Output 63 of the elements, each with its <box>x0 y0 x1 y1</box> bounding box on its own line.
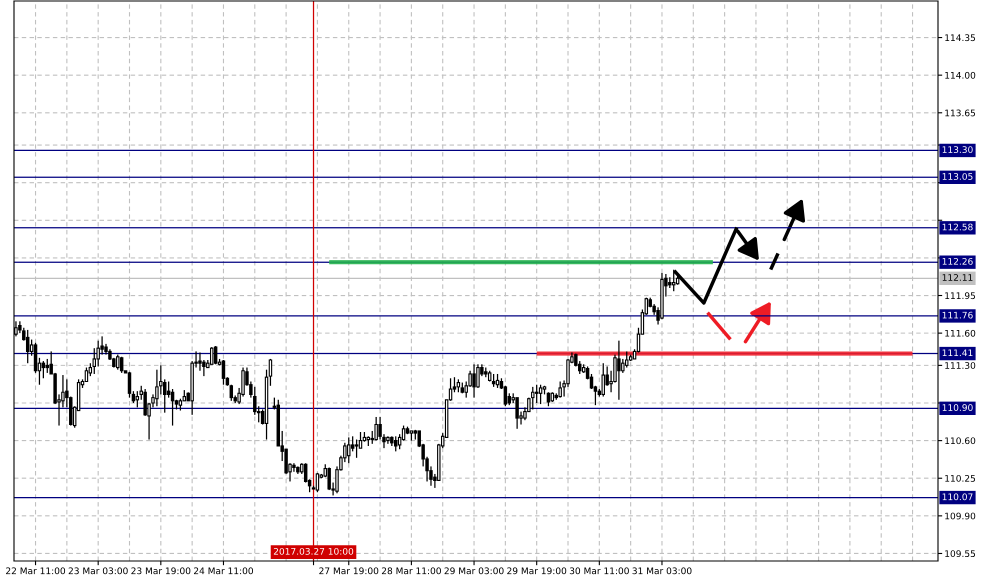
y-tick-label: 109.55 <box>945 550 976 558</box>
candlestick <box>120 356 124 374</box>
candlestick <box>155 369 159 407</box>
candlestick <box>534 384 538 404</box>
candlestick <box>214 345 218 365</box>
ref-line-label: 110.07 <box>942 493 973 500</box>
candlestick <box>46 358 50 374</box>
y-tick-label: 111.95 <box>945 292 976 300</box>
candlestick <box>492 373 496 388</box>
y-tick-label: 111.30 <box>945 362 976 369</box>
ref-line-label: 113.05 <box>942 173 972 180</box>
candlestick <box>496 373 500 389</box>
candlestick <box>550 392 554 403</box>
candlestick <box>222 359 226 386</box>
x-tick-label: 22 Mar 11:00 <box>6 567 66 574</box>
y-tick-label: 110.60 <box>945 437 976 444</box>
y-tick-label: 114.00 <box>945 72 976 79</box>
x-tick-label: 24 Mar 11:00 <box>194 567 254 574</box>
candlestick <box>374 416 378 442</box>
ref-line-label: 112.11 <box>942 274 972 281</box>
y-tick-label: 111.60 <box>945 330 976 337</box>
y-tick-label: 113.65 <box>945 110 976 116</box>
candlestick <box>602 362 605 398</box>
candlestick <box>104 343 108 356</box>
ref-line-label: 111.76 <box>942 312 973 319</box>
candlestick <box>472 364 476 398</box>
candlestick <box>210 346 214 365</box>
y-tick-label: 109.90 <box>945 512 976 520</box>
candlestick <box>178 398 182 412</box>
ref-line-label: 112.58 <box>942 224 973 230</box>
x-tick-label: 28 Mar 11:00 <box>382 567 441 574</box>
candlestick <box>42 360 46 379</box>
candlestick <box>316 472 320 493</box>
x-tick-label: 27 Mar 19:00 <box>319 567 378 574</box>
candlestick <box>394 436 398 452</box>
ref-line-label: 112.26 <box>942 258 973 265</box>
candlestick <box>538 384 542 405</box>
candlestick <box>456 378 460 393</box>
x-tick-label: 23 Mar 19:00 <box>131 567 190 574</box>
y-tick-label: 110.25 <box>945 474 976 482</box>
x-tick-label: 30 Mar 11:00 <box>570 567 629 574</box>
x-tick-label: 29 Mar 03:00 <box>444 567 504 574</box>
candlestick <box>558 380 562 398</box>
candlestick <box>410 430 414 442</box>
candlestick <box>347 436 350 464</box>
candlestick <box>484 366 488 378</box>
candlestick <box>26 329 30 364</box>
candlestick <box>531 386 534 410</box>
y-tick-label: 114.35 <box>945 34 976 42</box>
candlestick <box>515 396 519 430</box>
ref-line-label: 110.90 <box>942 404 973 411</box>
candlestick <box>116 354 120 370</box>
ref-line-label: 111.41 <box>942 349 972 356</box>
candlestick <box>668 276 672 289</box>
candlestick <box>354 438 358 458</box>
ref-line-label: 113.30 <box>942 146 973 154</box>
x-tick-label: 29 Mar 19:00 <box>507 567 566 574</box>
x-tick-label: 31 Mar 03:00 <box>632 567 692 574</box>
x-tick-label: 2017.03.27 10:00 <box>274 548 354 555</box>
candlestick <box>460 382 464 394</box>
x-tick-label: 23 Mar 03:00 <box>68 567 128 574</box>
candlestick <box>617 340 621 400</box>
candlestick <box>198 352 202 372</box>
